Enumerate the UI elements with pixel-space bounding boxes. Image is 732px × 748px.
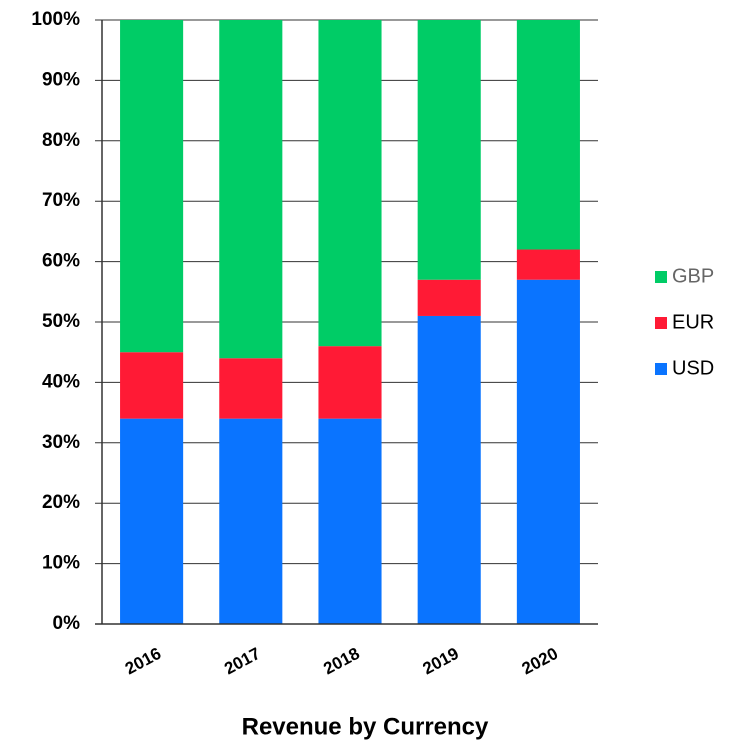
y-tick-label: 90% — [42, 69, 80, 90]
bar-segment — [516, 249, 580, 280]
bar-segment — [219, 358, 283, 419]
y-tick-label: 70% — [42, 190, 80, 211]
chart-title: Revenue by Currency — [242, 713, 489, 740]
bar-segment — [516, 20, 580, 250]
bar-segment — [219, 20, 283, 359]
y-tick-label: 0% — [53, 613, 81, 634]
bar-segment — [120, 418, 184, 624]
legend-label: USD — [672, 357, 714, 379]
legend-swatch — [655, 317, 667, 329]
y-tick-label: 80% — [42, 130, 80, 151]
bar-segment — [417, 279, 481, 316]
y-tick-label: 10% — [42, 553, 80, 574]
bar-segment — [516, 279, 580, 624]
bar-segment — [318, 20, 382, 347]
bar-segment — [318, 418, 382, 624]
x-tick-label: 2020 — [519, 644, 561, 679]
y-tick-label: 30% — [42, 432, 80, 453]
y-tick-label: 20% — [42, 492, 80, 513]
legend-swatch — [655, 363, 667, 375]
y-tick-label: 50% — [42, 311, 80, 332]
bar-segment — [120, 352, 184, 419]
x-tick-label: 2016 — [122, 644, 164, 679]
x-tick-label: 2019 — [420, 644, 462, 679]
bar-segment — [417, 315, 481, 624]
bar-segment — [417, 20, 481, 280]
bar-segment — [318, 346, 382, 419]
y-tick-label: 60% — [42, 251, 80, 272]
bar-segment — [120, 20, 184, 353]
legend-label: EUR — [672, 311, 714, 333]
x-tick-label: 2018 — [320, 644, 362, 679]
legend-swatch — [655, 271, 667, 283]
y-tick-label: 100% — [31, 9, 80, 30]
x-tick-label: 2017 — [221, 644, 263, 679]
y-tick-label: 40% — [42, 371, 80, 392]
bar-segment — [219, 418, 283, 624]
legend-label: GBP — [672, 265, 714, 287]
